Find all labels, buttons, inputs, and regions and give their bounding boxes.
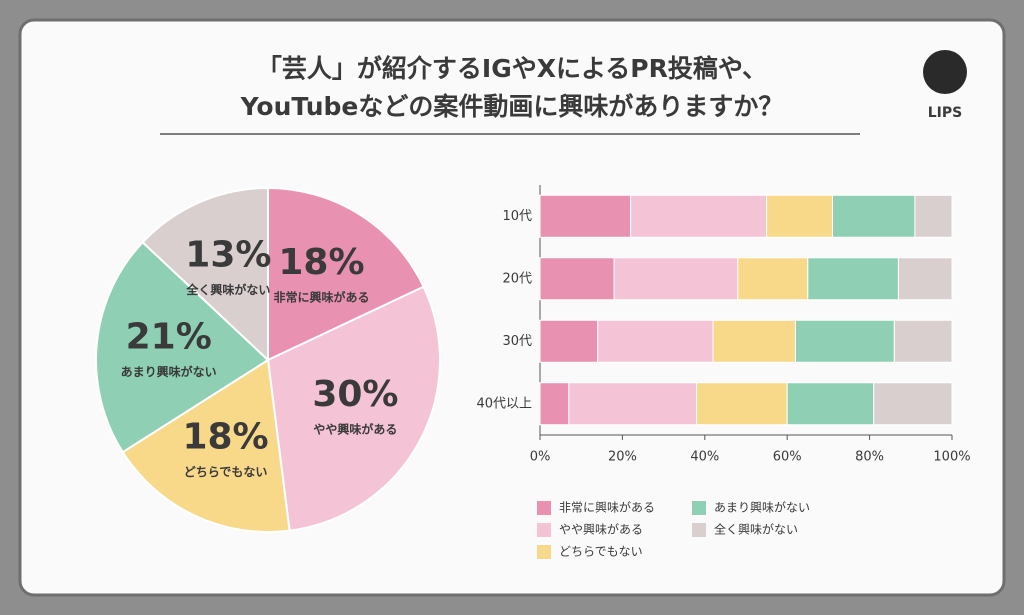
x-tick-label: 100% — [933, 450, 970, 465]
x-tick-label: 20% — [608, 450, 637, 465]
legend-swatch — [537, 545, 551, 559]
bar-segment — [568, 382, 698, 426]
legend-label: 非常に興味がある — [559, 500, 655, 515]
bar-segment — [794, 319, 895, 363]
bar-segment — [539, 194, 632, 238]
bar-segment — [613, 257, 739, 301]
pie-slice — [266, 285, 441, 532]
legend-swatch — [692, 501, 706, 515]
legend-label: 全く興味がない — [714, 522, 798, 537]
bar-segment — [897, 257, 953, 301]
bar-segment — [893, 319, 953, 363]
legend-label: あまり興味がない — [714, 500, 810, 515]
pie-value-label: 18% — [278, 242, 364, 283]
pie-value-label: 18% — [182, 416, 268, 457]
bar-segment — [873, 382, 953, 426]
pie-value-label: 21% — [126, 317, 212, 358]
pie-category-label: 非常に興味がある — [273, 289, 369, 304]
x-tick-label: 0% — [530, 450, 551, 465]
pie-category-label: どちらでもない — [184, 465, 268, 479]
logo-text: LIPS — [928, 105, 962, 121]
y-tick-label: 40代以上 — [476, 396, 532, 411]
pie-slice — [267, 186, 425, 362]
bar-segment — [786, 382, 875, 426]
legend-swatch — [692, 523, 706, 537]
bar-segment — [832, 194, 916, 238]
legend-label: やや興味がある — [559, 522, 643, 537]
y-tick-label: 20代 — [502, 271, 532, 286]
legend-swatch — [537, 523, 551, 537]
title: YouTubeなどの案件動画に興味がありますか？ — [240, 92, 784, 121]
y-tick-label: 30代 — [502, 334, 532, 349]
bar-segment — [539, 319, 599, 363]
bar-segment — [712, 319, 796, 363]
logo-icon — [923, 50, 967, 94]
bar-segment — [914, 194, 953, 238]
x-tick-label: 60% — [773, 450, 802, 465]
bar-segment — [737, 257, 809, 301]
pie-category-label: 全く興味がない — [185, 282, 270, 297]
pie-slice — [121, 358, 291, 533]
x-tick-label: 80% — [855, 450, 884, 465]
title: 「芸人」が紹介するIGやXによるPR投稿や、 — [257, 54, 767, 83]
legend-label: どちらでもない — [559, 545, 643, 559]
x-tick-label: 40% — [690, 450, 719, 465]
y-tick-label: 10代 — [502, 209, 532, 224]
bar-segment — [539, 257, 615, 301]
pie-category-label: やや興味がある — [313, 422, 397, 437]
bar-segment — [696, 382, 788, 426]
pie-value-label: 30% — [312, 374, 398, 415]
bar-segment — [597, 319, 714, 363]
bar-segment — [539, 382, 570, 426]
bar-segment — [807, 257, 899, 301]
pie-slice — [141, 186, 269, 363]
bar-segment — [766, 194, 834, 238]
legend-swatch — [537, 501, 551, 515]
bar-segment — [630, 194, 768, 238]
pie-category-label: あまり興味がない — [121, 364, 217, 379]
pie-value-label: 13% — [185, 234, 271, 275]
pie-slice — [95, 240, 270, 454]
